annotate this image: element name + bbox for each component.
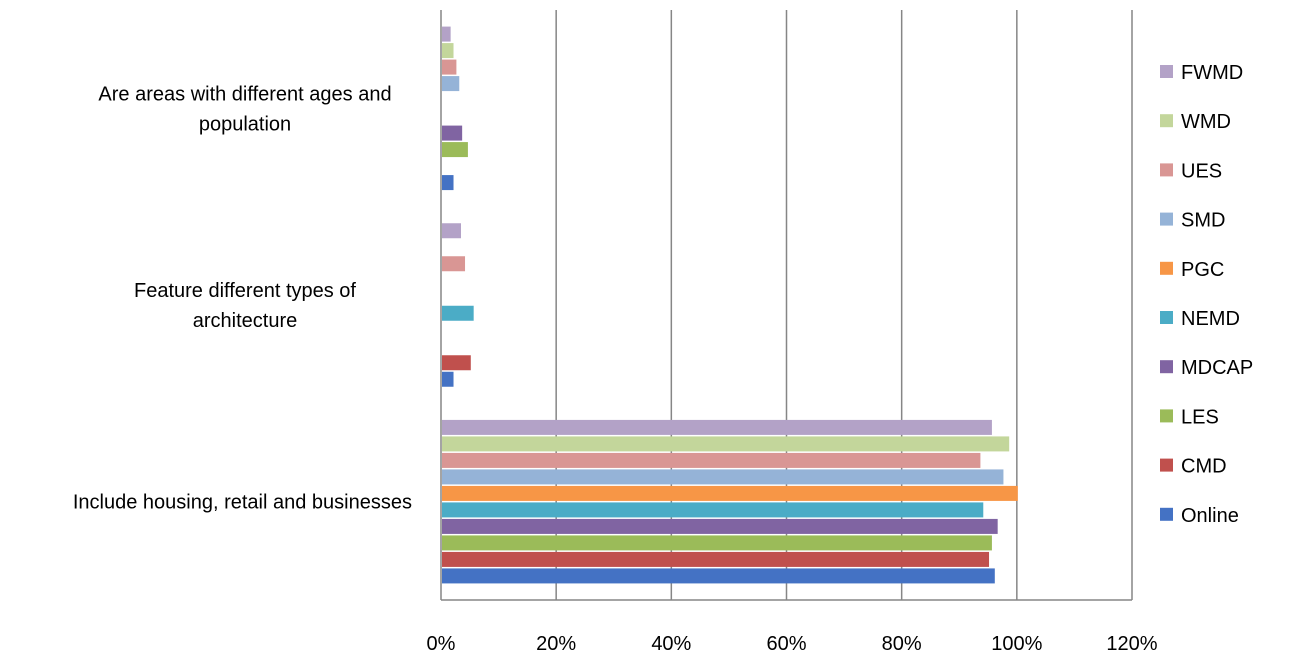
legend-swatch (1160, 409, 1173, 423)
category-label: architecture (193, 310, 298, 332)
bar-online (442, 371, 454, 387)
legend-swatch (1160, 163, 1173, 177)
legend-label: CMD (1181, 456, 1227, 478)
bar-nemd (442, 502, 984, 518)
bar-cmd (442, 551, 990, 567)
x-tick-label: 60% (766, 633, 806, 655)
legend-label: LES (1181, 406, 1219, 428)
legend-swatch (1160, 114, 1173, 128)
axes (440, 10, 1132, 601)
x-tick-label: 80% (882, 633, 922, 655)
bar-ues (442, 256, 466, 272)
legend-swatch (1160, 261, 1173, 275)
bar-wmd (442, 43, 454, 59)
legend-swatch (1160, 212, 1173, 226)
legend-label: PGC (1181, 259, 1224, 281)
bar-les (442, 142, 468, 158)
legend-label: WMD (1181, 111, 1231, 133)
x-tick-label: 120% (1106, 633, 1157, 655)
bar-les (442, 535, 992, 551)
bar-fwmd (442, 26, 451, 42)
legend: FWMD WMD UES SMD PGC NEMD MDCAP LES CMD Online (1160, 62, 1253, 527)
bar-ues (442, 452, 981, 468)
x-tick-label: 20% (536, 633, 576, 655)
category-label: Are areas with different ages and (98, 83, 391, 105)
legend-label: UES (1181, 160, 1222, 182)
legend-label: NEMD (1181, 308, 1240, 330)
bar-mdcap (442, 125, 463, 141)
bar-wmd (442, 436, 1010, 452)
bar-cmd (442, 355, 471, 371)
legend-swatch (1160, 360, 1173, 374)
bar-smd (442, 469, 1004, 485)
legend-swatch (1160, 507, 1173, 521)
bar-nemd (442, 305, 474, 321)
x-axis-tick-labels: 0% 20% 40% 60% 80% 100% 120% (427, 633, 1158, 655)
category-label: population (199, 113, 291, 135)
bar-online (442, 568, 995, 584)
legend-label: FWMD (1181, 62, 1243, 84)
bar-ues (442, 59, 457, 75)
bar-smd (442, 76, 460, 92)
legend-label: Online (1181, 505, 1239, 527)
legend-swatch (1160, 311, 1173, 324)
legend-label: MDCAP (1181, 357, 1253, 379)
x-tick-label: 100% (991, 633, 1042, 655)
bar-series-group (442, 26, 1018, 584)
bar-mdcap (442, 518, 998, 534)
legend-swatch (1160, 65, 1173, 78)
gridlines (555, 10, 1133, 600)
bar-pgc (442, 485, 1018, 501)
x-tick-label: 0% (427, 633, 456, 655)
category-label: Feature different types of (134, 280, 356, 302)
legend-label: SMD (1181, 210, 1225, 232)
bar-online (442, 175, 454, 191)
category-labels: Include housing, retail and businesses Fe… (73, 83, 412, 513)
legend-swatch (1160, 458, 1173, 472)
category-label: Include housing, retail and businesses (73, 492, 412, 514)
bar-fwmd (442, 419, 992, 435)
bar-fwmd (442, 223, 462, 239)
x-tick-label: 40% (651, 633, 691, 655)
